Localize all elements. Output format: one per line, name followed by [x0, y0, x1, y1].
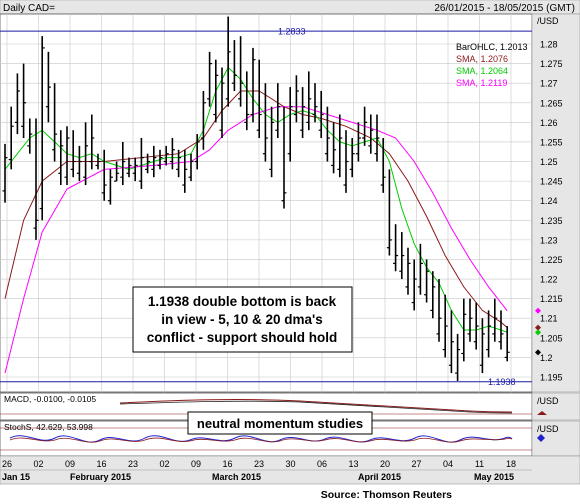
annotation-box	[132, 286, 353, 353]
chart-title: Daily CAD=	[3, 3, 55, 14]
source-credit: Source: Thomson Reuters	[321, 489, 452, 501]
x-tick-labels: 26 02 09 16 23 02 09 16 23 30 06 13 20 27 04 11 18	[2, 459, 516, 469]
x-tick-label: 13	[348, 459, 358, 469]
x-tick-label: 26	[2, 459, 12, 469]
y-tick-label: 1.27	[540, 79, 558, 89]
x-gridlines	[6, 14, 512, 456]
stochs-marker	[537, 434, 545, 442]
y-tick-label: 1.24	[540, 196, 558, 206]
macd-line	[119, 399, 513, 413]
y-tick-label: 1.195	[540, 373, 563, 383]
x-month-labels: Jan 15 February 2015 March 2015 April 2015 M…	[2, 472, 514, 482]
y-tick-labels: 1.28 1.275 1.27 1.265 1.26 1.255 1.25 1.245 1.24…	[540, 40, 563, 383]
x-tick-label: 16	[222, 459, 232, 469]
y-tick-label: 1.21	[540, 314, 558, 324]
ohlc-bars	[2, 16, 510, 381]
x-month-label: March 2015	[212, 472, 261, 482]
reference-lines: 1.2833 1.1938	[0, 27, 532, 387]
x-tick-label: 27	[411, 459, 421, 469]
y-tick-label: 1.25	[540, 157, 558, 167]
y-tick-label: 1.2	[540, 353, 553, 363]
x-tick-label: 11	[475, 459, 484, 469]
x-tick-label: 02	[33, 459, 43, 469]
momentum-callout: neutral momentum studies	[197, 416, 363, 431]
price-axis	[531, 13, 580, 393]
y-tick-label: 1.265	[540, 98, 563, 108]
annotation-line-1: 1.1938 double bottom is back	[148, 294, 337, 309]
y-tick-label: 1.255	[540, 137, 563, 147]
date-range: 26/01/2015 - 18/05/2015 (GMT)	[434, 3, 575, 14]
x-tick-label: 04	[443, 459, 453, 469]
legend-entry: SMA, 1.2076	[456, 54, 508, 64]
y-tick-label: 1.225	[540, 255, 563, 265]
y-tick-label: 1.235	[540, 216, 563, 226]
x-month-label: Jan 15	[2, 472, 30, 482]
axis-value-marker	[535, 324, 541, 331]
x-tick-label: 09	[191, 459, 201, 469]
macd-axis	[531, 392, 580, 421]
x-tick-label: 02	[159, 459, 169, 469]
x-tick-label: 20	[380, 459, 390, 469]
y-tick-label: 1.23	[540, 235, 558, 245]
price-axis-unit: /USD	[537, 16, 559, 26]
stochs-axis-unit: /USD	[537, 424, 559, 434]
x-tick-label: 18	[506, 459, 516, 469]
axis-value-marker	[535, 329, 541, 336]
y-tick-label: 1.28	[540, 40, 558, 50]
x-tick-label: 30	[285, 459, 295, 469]
legend-entry: SMA, 1.2064	[456, 66, 508, 76]
macd-marker	[537, 411, 547, 415]
y-tick-label: 1.245	[540, 177, 563, 187]
legend: BarOHLC, 1.2013 SMA, 1.2076 SMA, 1.2064 SMA…	[456, 42, 528, 88]
annotation-line-3: conflict - support should hold	[147, 330, 337, 345]
axis-markers	[535, 307, 541, 356]
y-tick-label: 1.275	[540, 59, 563, 69]
stochs-k-line	[9, 435, 513, 443]
x-tick-label: 16	[96, 459, 106, 469]
axis-value-marker	[535, 307, 541, 314]
reference-line-label: 1.2833	[278, 27, 306, 37]
y-tick-label: 1.22	[540, 275, 558, 285]
x-tick-label: 06	[317, 459, 327, 469]
macd-label: MACD, -0.0100, -0.0105	[4, 394, 96, 404]
y-tick-label: 1.205	[540, 333, 563, 343]
stochs-label: StochS, 42.629, 53.998	[4, 422, 93, 432]
legend-entry: BarOHLC, 1.2013	[456, 42, 528, 52]
momentum-callout-box	[187, 411, 373, 435]
x-month-label: February 2015	[70, 472, 131, 482]
legend-entry: SMA, 1.2119	[456, 78, 507, 88]
x-month-label: May 2015	[474, 472, 514, 482]
x-tick-label: 23	[128, 459, 138, 469]
macd-axis-unit: /USD	[537, 396, 559, 406]
x-month-label: April 2015	[358, 472, 401, 482]
x-tick-label: 23	[254, 459, 264, 469]
axis-value-marker	[535, 349, 541, 356]
macd-signal-line	[119, 400, 513, 414]
x-tick-label: 09	[65, 459, 75, 469]
stochs-d-line	[9, 437, 513, 443]
y-tick-label: 1.26	[540, 118, 558, 128]
y-tick-label: 1.215	[540, 294, 563, 304]
reference-line-label: 1.1938	[488, 377, 516, 387]
annotation-line-2: in view - 5, 10 & 20 dma's	[161, 312, 323, 327]
